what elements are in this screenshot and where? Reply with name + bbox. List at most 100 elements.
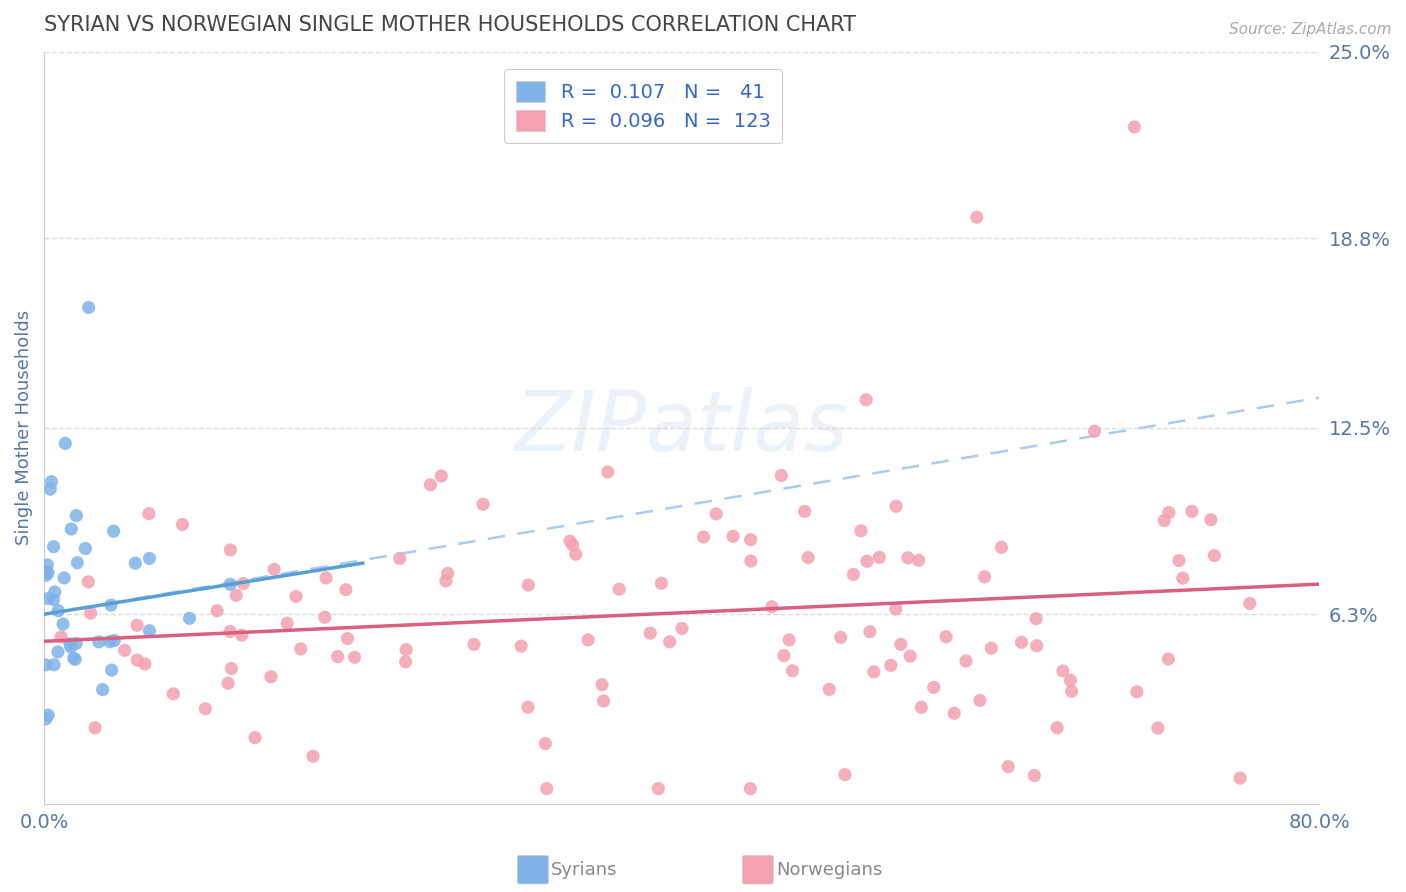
Point (856, 554, 879, 568)
Point (1011, 635, 1033, 649)
Point (472, 497, 495, 511)
Point (761, 599, 783, 614)
Point (285, 590, 308, 604)
Point (1199, 513, 1222, 527)
Point (591, 678, 613, 692)
Point (103, 524, 125, 539)
Point (773, 648, 796, 663)
Point (797, 550, 820, 565)
Point (910, 700, 932, 714)
Point (79, 606, 101, 620)
Point (100, 598, 122, 612)
Point (87, 635, 110, 649)
Point (935, 630, 957, 644)
Point (1083, 424, 1105, 438)
Point (46, 604, 69, 618)
Point (517, 578, 540, 592)
Point (638, 626, 661, 640)
Point (740, 781, 762, 796)
Point (898, 649, 921, 664)
Point (84, 721, 107, 735)
Point (692, 530, 714, 544)
Point (138, 624, 160, 638)
Point (314, 610, 336, 624)
Text: SYRIAN VS NORWEGIAN SINGLE MOTHER HOUSEHOLDS CORRELATION CHART: SYRIAN VS NORWEGIAN SINGLE MOTHER HOUSEH… (44, 15, 856, 35)
Point (77, 574, 100, 589)
Point (37, 708, 59, 723)
Point (138, 507, 160, 521)
Point (127, 653, 149, 667)
Point (62, 651, 84, 665)
Point (35, 657, 58, 672)
Point (607, 582, 630, 597)
Point (1181, 504, 1204, 518)
Point (124, 556, 146, 570)
Point (868, 550, 890, 565)
Point (49, 630, 72, 644)
Point (740, 554, 762, 568)
Point (114, 643, 136, 657)
Point (592, 694, 614, 708)
Point (205, 604, 228, 618)
Point (561, 538, 583, 552)
Point (221, 661, 243, 675)
Point (740, 533, 762, 547)
Point (849, 524, 872, 538)
Point (276, 616, 298, 631)
Point (125, 618, 148, 632)
Point (46, 645, 69, 659)
Point (37, 566, 59, 580)
Point (219, 624, 242, 639)
Point (1059, 673, 1081, 688)
Point (510, 639, 533, 653)
Point (658, 634, 681, 648)
Point (53, 436, 76, 450)
Point (770, 468, 793, 483)
Point (1239, 597, 1261, 611)
Point (65, 636, 87, 650)
Point (834, 767, 856, 781)
Point (855, 392, 877, 407)
Point (1060, 684, 1083, 698)
Point (596, 465, 619, 479)
Point (35, 568, 58, 582)
Point (42, 657, 65, 672)
Point (863, 665, 886, 679)
Point (219, 543, 242, 558)
Point (818, 682, 841, 697)
Point (42, 540, 65, 554)
Point (463, 637, 485, 651)
Point (60, 522, 83, 536)
Point (721, 529, 744, 543)
Point (75, 541, 97, 556)
Point (955, 654, 977, 668)
Point (969, 693, 991, 707)
Point (232, 576, 254, 591)
Point (436, 566, 458, 581)
Point (100, 663, 122, 677)
Point (35, 566, 58, 580)
Point (1024, 768, 1046, 782)
Point (419, 477, 441, 491)
Point (990, 541, 1012, 555)
Point (37, 591, 59, 606)
Point (335, 582, 357, 597)
Point (842, 567, 865, 582)
Point (302, 749, 325, 764)
Point (388, 551, 411, 566)
Point (138, 551, 160, 566)
Point (884, 500, 907, 514)
Point (430, 469, 453, 483)
Point (65, 508, 87, 523)
Legend: R =  0.107   N =   41, R =  0.096   N =  123: R = 0.107 N = 41, R = 0.096 N = 123 (505, 69, 782, 143)
Point (260, 670, 283, 684)
Point (103, 633, 125, 648)
Point (517, 700, 540, 714)
Point (290, 641, 312, 656)
Point (647, 781, 669, 796)
Point (98, 634, 121, 648)
Point (91, 682, 114, 697)
Point (907, 553, 929, 567)
Point (1229, 771, 1251, 785)
Point (77, 301, 100, 315)
